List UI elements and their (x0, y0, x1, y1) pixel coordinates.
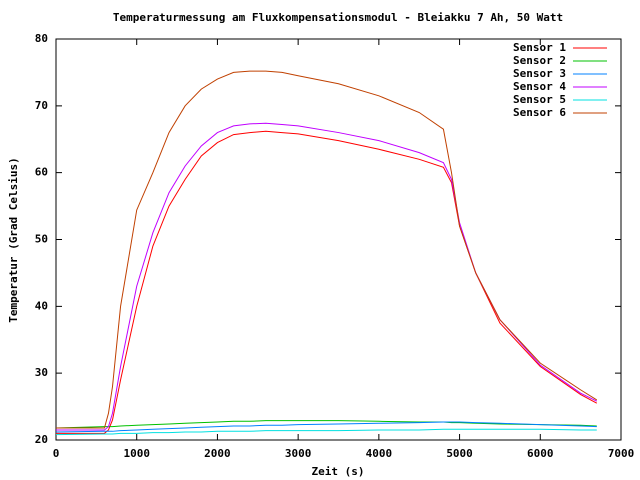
y-tick-label: 30 (35, 366, 48, 379)
y-tick-label: 80 (35, 32, 48, 45)
y-tick-label: 40 (35, 299, 48, 312)
y-tick-label: 50 (35, 233, 48, 246)
x-tick-label: 5000 (446, 447, 473, 460)
legend-label: Sensor 1 (513, 41, 566, 54)
x-tick-label: 6000 (527, 447, 554, 460)
x-axis-label: Zeit (s) (312, 465, 365, 478)
x-tick-label: 0 (53, 447, 60, 460)
y-tick-label: 20 (35, 433, 48, 446)
x-tick-label: 1000 (123, 447, 150, 460)
legend-label: Sensor 6 (513, 106, 566, 119)
x-tick-label: 2000 (204, 447, 231, 460)
legend-label: Sensor 2 (513, 54, 566, 67)
line (55, 421, 597, 433)
legend-label: Sensor 5 (513, 93, 566, 106)
line (56, 70, 598, 429)
y-axis-label: Temperatur (Grad Celsius) (7, 157, 20, 323)
x-tick-label: 7000 (608, 447, 635, 460)
x-tick-label: 4000 (366, 447, 393, 460)
line (55, 420, 597, 429)
line (55, 428, 597, 436)
y-tick-label: 70 (35, 99, 48, 112)
chart-title: Temperaturmessung am Fluxkompensationsmo… (113, 11, 563, 24)
x-tick-label: 3000 (285, 447, 312, 460)
legend-label: Sensor 3 (513, 67, 566, 80)
legend-label: Sensor 4 (513, 80, 566, 93)
y-tick-label: 60 (35, 166, 48, 179)
